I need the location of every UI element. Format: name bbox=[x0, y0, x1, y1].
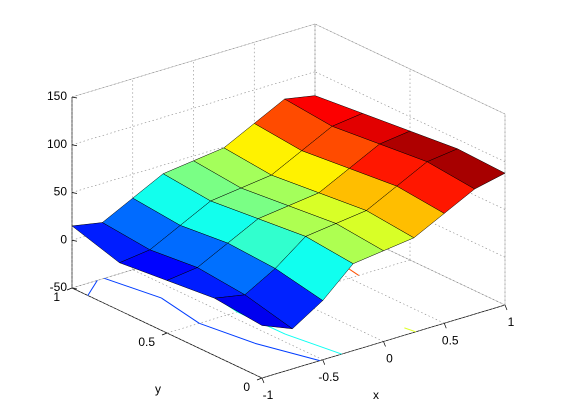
contour-line bbox=[160, 297, 200, 324]
grid-line bbox=[314, 23, 506, 115]
y-tick-label: 0 bbox=[243, 380, 250, 394]
tick-mark bbox=[256, 377, 263, 381]
box-edge bbox=[71, 23, 316, 98]
y-tick-label: 0.5 bbox=[138, 335, 155, 349]
x-axis-label: x bbox=[373, 388, 379, 402]
contour-line bbox=[254, 342, 320, 362]
tick-mark bbox=[443, 323, 447, 329]
tick-mark bbox=[71, 144, 78, 147]
tick-mark bbox=[71, 287, 78, 290]
grid-line bbox=[132, 269, 323, 361]
contour-line bbox=[104, 277, 162, 299]
grid-line bbox=[314, 71, 506, 163]
tick-mark bbox=[66, 287, 73, 291]
contour-line bbox=[285, 333, 342, 355]
tick-mark bbox=[261, 377, 265, 384]
tick-mark bbox=[161, 332, 168, 336]
z-tick-label: 50 bbox=[54, 185, 68, 199]
tick-mark bbox=[71, 192, 78, 194]
contour-line bbox=[87, 280, 98, 296]
x-tick-label: 0.5 bbox=[442, 333, 459, 347]
tick-mark bbox=[383, 341, 386, 347]
grid-line bbox=[254, 232, 445, 324]
tick-mark bbox=[322, 359, 326, 365]
grid-line bbox=[314, 214, 506, 306]
z-tick-label: 0 bbox=[60, 232, 67, 246]
tick-mark bbox=[71, 96, 78, 99]
x-tick-label: -0.5 bbox=[318, 370, 339, 384]
contour-line bbox=[404, 327, 416, 333]
x-tick-label: 0 bbox=[386, 352, 393, 366]
y-tick-label: 1 bbox=[53, 290, 60, 304]
z-tick-label: 100 bbox=[47, 137, 67, 151]
tick-mark bbox=[504, 304, 508, 311]
y-axis-label: y bbox=[155, 382, 161, 396]
tick-mark bbox=[71, 239, 78, 242]
x-tick-label: 1 bbox=[508, 315, 515, 329]
x-tick-label: -1 bbox=[263, 388, 274, 402]
z-tick-label: 150 bbox=[47, 89, 67, 103]
contour-line bbox=[199, 322, 256, 344]
surface-patch bbox=[213, 294, 294, 330]
z-tick-label: -50 bbox=[50, 280, 68, 294]
